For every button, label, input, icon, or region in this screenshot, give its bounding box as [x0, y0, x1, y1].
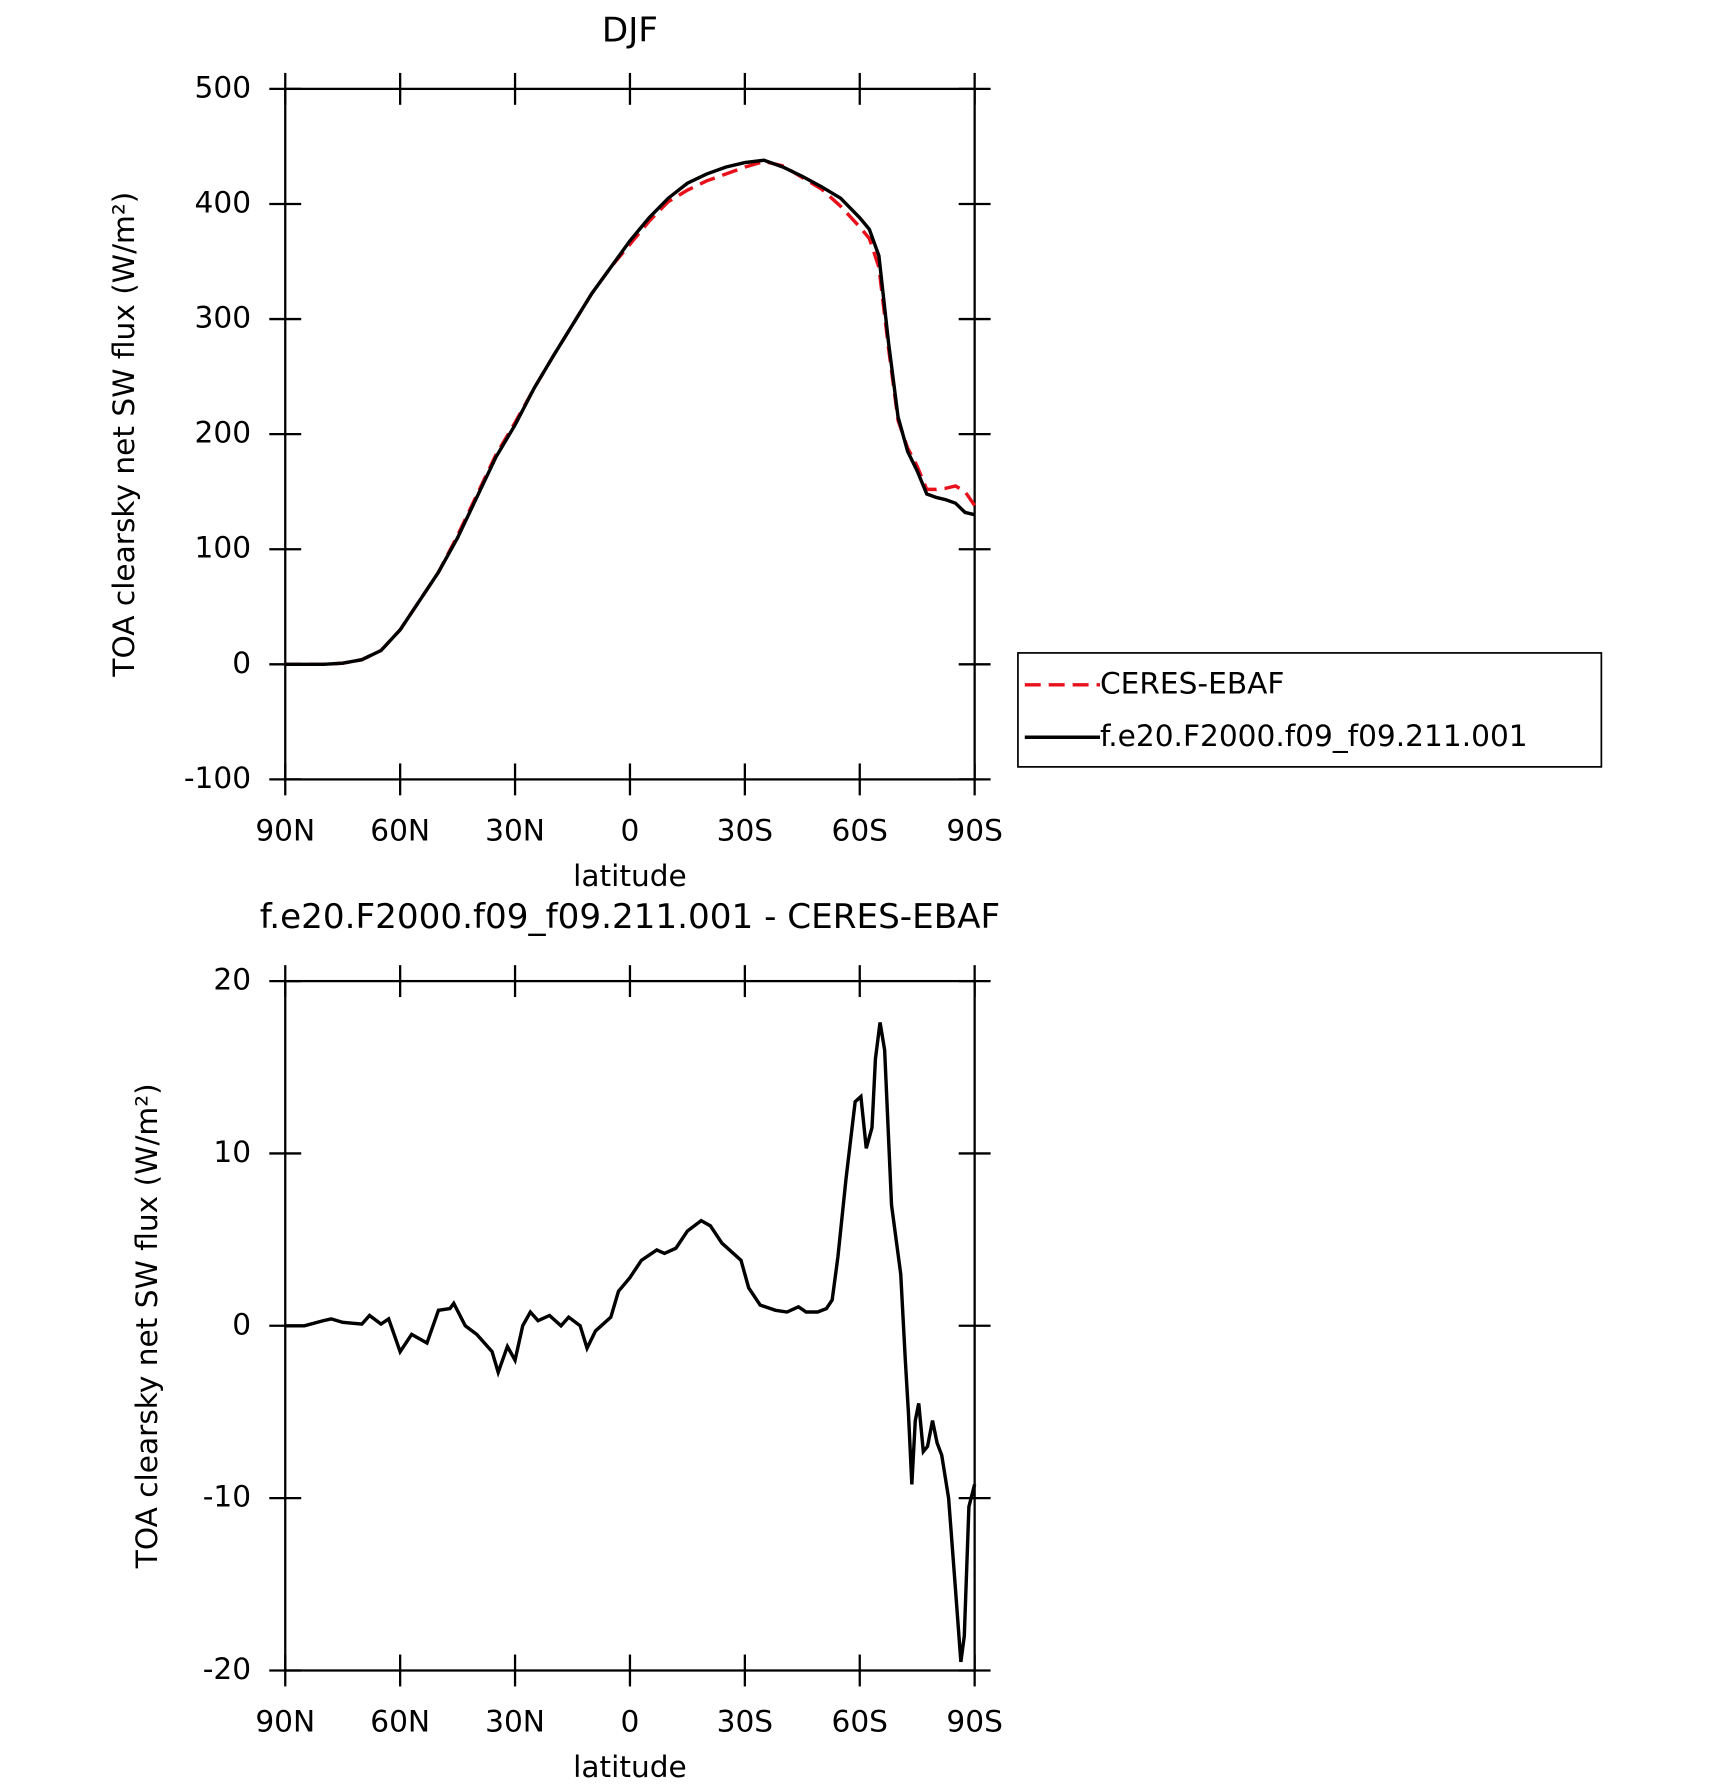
x-tick-label: 60S — [832, 813, 888, 847]
y-tick-label: 10 — [213, 1135, 251, 1169]
legend-label: CERES-EBAF — [1100, 666, 1284, 700]
y-tick-label: 200 — [195, 416, 252, 450]
data-line — [285, 158, 976, 667]
x-tick-label: 30S — [717, 1704, 773, 1738]
x-tick-label: 90S — [946, 1704, 1002, 1738]
x-tick-label: 30S — [717, 813, 773, 847]
y-tick-label: 0 — [232, 646, 251, 680]
x-axis-label: latitude — [573, 859, 687, 893]
x-axis-label: latitude — [573, 1750, 687, 1784]
x-tick-label: 90N — [255, 1704, 315, 1738]
x-tick-label: 0 — [621, 1704, 640, 1738]
x-tick-label: 90N — [255, 813, 315, 847]
x-tick-label: 0 — [621, 813, 640, 847]
y-tick-label: 300 — [195, 301, 252, 335]
x-tick-label: 60N — [370, 1704, 430, 1738]
y-tick-label: 0 — [232, 1307, 251, 1341]
x-tick-label: 60S — [832, 1704, 888, 1738]
y-tick-label: 100 — [195, 531, 252, 565]
y-tick-label: -100 — [184, 761, 251, 795]
x-tick-label: 60N — [370, 813, 430, 847]
x-tick-label: 30N — [485, 813, 545, 847]
data-line — [285, 1022, 977, 1663]
x-tick-label: 90S — [946, 813, 1002, 847]
legend-box — [1017, 652, 1603, 768]
y-axis-label: TOA clearsky net SW flux (W/m²) — [107, 192, 141, 678]
y-tick-label: 20 — [213, 963, 251, 997]
legend-label: f.e20.F2000.f09_f09.211.001 — [1100, 719, 1528, 753]
plot-frame — [284, 87, 976, 781]
y-tick-label: 400 — [195, 185, 252, 219]
y-tick-label: -10 — [203, 1480, 251, 1514]
chart-title: f.e20.F2000.f09_f09.211.001 - CERES-EBAF — [260, 897, 1000, 937]
y-axis-label: TOA clearsky net SW flux (W/m²) — [130, 1083, 164, 1569]
chart-title: DJF — [602, 10, 658, 50]
y-tick-label: 500 — [195, 70, 252, 104]
x-tick-label: 30N — [485, 1704, 545, 1738]
plot-frame — [284, 979, 976, 1672]
y-tick-label: -20 — [203, 1652, 251, 1686]
